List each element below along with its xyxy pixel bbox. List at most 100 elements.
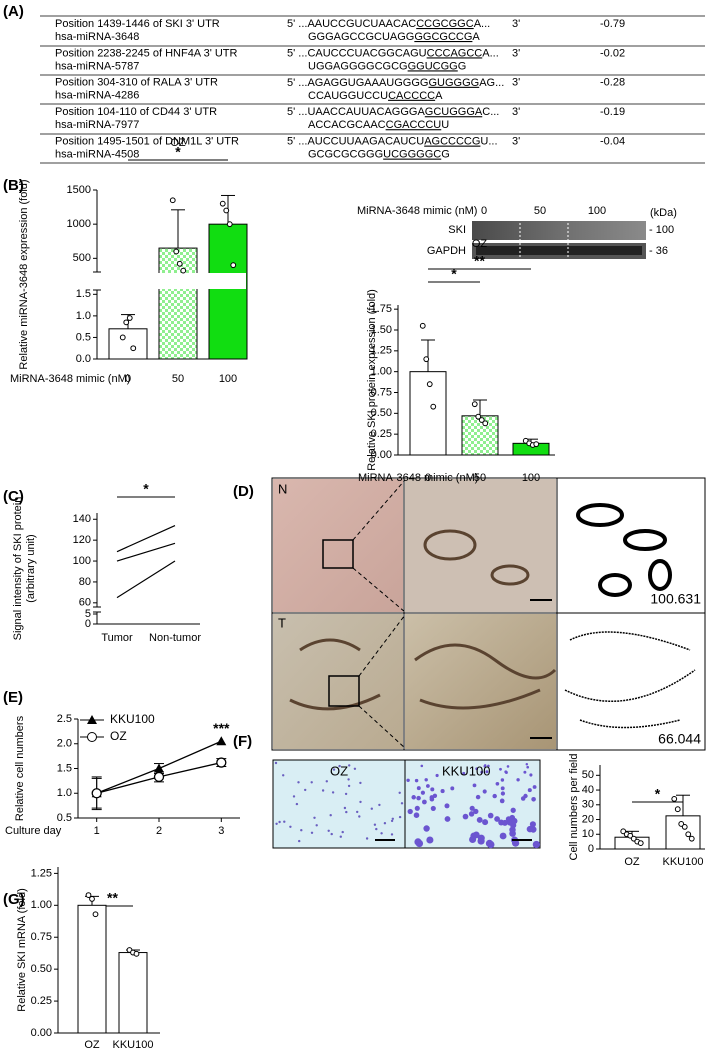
seq-part: A (435, 90, 443, 102)
x-tick-label: OZ (84, 1039, 100, 1051)
marker (216, 736, 227, 746)
y-tick-label: 1.5 (57, 762, 72, 774)
cell (506, 765, 510, 768)
data-point (475, 413, 482, 420)
cell (347, 778, 350, 781)
lane-label: 0 (481, 205, 487, 217)
cell (380, 832, 383, 835)
y-tick-label: 0.00 (371, 449, 392, 461)
cell (476, 816, 483, 823)
x-tick-label: 50 (474, 472, 486, 484)
x-tick-label: KKU100 (113, 1039, 154, 1051)
cell (468, 811, 475, 817)
cell (278, 820, 281, 824)
data-point (688, 835, 695, 842)
cell (310, 781, 313, 784)
seq-part: UCGGGGC (383, 149, 441, 161)
y-tick-label: 1500 (67, 184, 91, 196)
x-tick-label: 1 (94, 825, 100, 837)
bar (118, 952, 148, 1034)
significance-label: * (143, 481, 149, 497)
cell (501, 819, 508, 826)
cell (495, 781, 500, 786)
data-point (637, 840, 644, 847)
micrographs (271, 477, 706, 751)
cell (444, 816, 451, 822)
seq-part: AG... (479, 77, 504, 89)
y-tick-label: 140 (73, 513, 91, 525)
bar (158, 247, 198, 360)
target-seq: 5' ...AGAGGUGAAAUGGGGGUGGGGAG... (287, 77, 504, 89)
seq-part: 5' ...UAACCAUUACAGGGA (287, 106, 425, 118)
seq-part: ACCACGCAAC (308, 119, 386, 131)
significance-label: ** (474, 253, 485, 269)
significance-label: * (175, 144, 181, 160)
cell (500, 791, 506, 796)
cell (390, 833, 394, 836)
cell (469, 805, 475, 811)
y-axis-label: Signal intensity of SKI protein (12, 497, 24, 641)
mirna-name: hsa-miRNA-3648 (55, 31, 139, 43)
cell (430, 787, 435, 792)
data-point (180, 267, 187, 274)
data-point (126, 315, 133, 321)
mirna-seq: CCAUGGUCCUCACCCCA (308, 90, 443, 102)
seq-part: UGGAGGGGCGCG (308, 60, 408, 72)
data-point (681, 823, 688, 830)
mirna-name: hsa-miRNA-4508 (55, 149, 139, 161)
y-tick-label: 0 (588, 843, 594, 855)
y-tick-label: 0.00 (31, 1027, 52, 1039)
y-tick-label: 0.50 (31, 963, 52, 975)
seq-end: 3' (512, 18, 520, 30)
data-point (230, 262, 237, 269)
cell (429, 796, 435, 802)
bar (208, 223, 248, 360)
seq-part: A... (482, 47, 499, 59)
cell (391, 817, 394, 820)
seq-part: GGCGCCG (414, 31, 472, 43)
cell (344, 792, 348, 796)
row-label: T (278, 615, 286, 630)
cell (315, 824, 318, 827)
gene-position: Position 304-310 of RALA 3' UTR (55, 77, 218, 89)
y-tick-label: 1.00 (31, 899, 52, 911)
marker (153, 771, 165, 783)
data-point (119, 334, 126, 341)
y-tick-label: 0.5 (76, 331, 91, 343)
cell (525, 763, 529, 766)
y-tick-label: 1.50 (371, 324, 392, 336)
cell (345, 810, 348, 814)
panel-label: (D) (233, 483, 254, 500)
marker (91, 788, 102, 799)
chart-title: OZ (472, 238, 488, 250)
y-tick-label: 1.0 (76, 310, 91, 322)
cell (313, 816, 316, 819)
y-tick-label: 0.0 (76, 353, 91, 365)
lane-label: 100 (588, 205, 606, 217)
cell (487, 840, 495, 849)
x-tick-label: 100 (219, 373, 237, 385)
cell (462, 771, 466, 775)
cell (359, 800, 362, 804)
cell (511, 818, 518, 825)
x-tick-label: 100 (522, 472, 540, 484)
y-tick-label: 80 (79, 576, 91, 588)
panel-label: (E) (3, 689, 23, 706)
y-tick-label: 10 (582, 828, 594, 840)
cell (480, 770, 484, 774)
cell (297, 781, 300, 784)
y-tick-label: 30 (582, 799, 594, 811)
cell (327, 829, 330, 832)
blot-row: GAPDH (427, 245, 466, 257)
x-tick-label: OZ (624, 856, 640, 868)
x-tick-label: Tumor (101, 632, 133, 644)
y-axis-label: Relative cell numbers (14, 715, 26, 821)
cell (532, 785, 537, 789)
seq-part: G (441, 149, 450, 161)
data-point (533, 441, 540, 448)
cell (516, 778, 520, 782)
row-label: N (278, 481, 287, 496)
cell (499, 832, 507, 840)
y-tick-label: 2.0 (57, 738, 72, 750)
